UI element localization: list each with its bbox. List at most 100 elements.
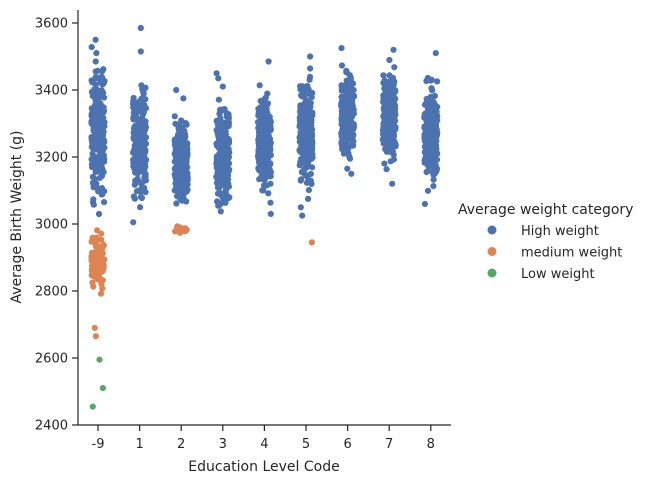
high-weight-point: [431, 170, 438, 177]
high-weight-point: [340, 105, 347, 112]
high-weight-outlier-point: [265, 58, 272, 65]
high-weight-point: [389, 122, 396, 129]
high-weight-point: [94, 75, 101, 82]
high-weight-point: [222, 132, 229, 139]
high-weight-point: [131, 99, 138, 106]
high-weight-point: [423, 151, 430, 158]
high-weight-point: [132, 177, 139, 184]
high-weight-point: [307, 170, 314, 177]
high-weight-point: [142, 105, 150, 112]
high-weight-point: [305, 187, 312, 194]
high-weight-point: [299, 132, 306, 140]
high-weight-point: [305, 155, 312, 162]
medium-weight-point: [176, 229, 184, 236]
high-weight-point: [430, 99, 437, 106]
high-weight-point: [176, 122, 183, 129]
high-weight-point: [434, 78, 441, 85]
high-weight-outlier-point: [219, 83, 226, 90]
high-weight-point: [260, 187, 267, 194]
high-weight-point: [131, 195, 138, 202]
high-weight-point: [260, 176, 267, 183]
high-weight-point: [258, 169, 266, 176]
medium-weight-point: [100, 241, 107, 248]
high-weight-point: [174, 169, 182, 177]
medium-weight-outlier-point: [308, 239, 315, 246]
high-weight-point: [302, 99, 309, 106]
high-weight-point: [350, 142, 357, 149]
high-weight-point: [99, 74, 106, 81]
high-weight-point: [89, 135, 96, 142]
legend-title: Average weight category: [458, 202, 633, 218]
high-weight-point: [343, 147, 350, 154]
high-weight-outlier-point: [173, 86, 180, 94]
high-weight-point: [384, 91, 391, 98]
high-weight-point: [88, 44, 95, 51]
high-weight-point: [99, 140, 106, 148]
high-weight-point: [98, 87, 105, 94]
high-weight-point: [99, 148, 106, 155]
high-weight-point: [138, 194, 145, 202]
high-weight-point: [432, 162, 439, 169]
x-tick-label: 4: [260, 437, 268, 452]
high-weight-point: [181, 127, 188, 134]
y-axis-ticks: 2400 2600 2800 3000 3200 3400 3600: [35, 17, 78, 434]
high-weight-point: [388, 136, 395, 143]
medium-weight-point: [98, 236, 105, 243]
legend-label: High weight: [521, 224, 599, 239]
high-weight-point: [131, 107, 138, 114]
x-axis-ticks: -9 1 2 3 4 5 6 7 8: [92, 425, 435, 452]
high-weight-point: [184, 164, 191, 171]
high-weight-point: [341, 82, 348, 89]
legend-marker: [487, 225, 497, 235]
y-tick-label: 3000: [35, 218, 68, 233]
high-weight-point: [223, 113, 230, 120]
y-tick-label: 2800: [35, 285, 68, 300]
high-weight-point: [380, 127, 387, 135]
high-weight-point: [305, 139, 312, 146]
high-weight-point: [338, 62, 346, 69]
high-weight-point: [215, 96, 222, 103]
high-weight-point: [386, 56, 393, 64]
high-weight-point: [90, 201, 97, 208]
medium-weight-point: [96, 257, 103, 264]
high-weight-point: [433, 150, 441, 157]
high-weight-point: [226, 194, 233, 201]
high-weight-point: [265, 190, 272, 197]
high-weight-point: [135, 103, 142, 110]
high-weight-point: [258, 153, 265, 160]
high-weight-point: [88, 143, 95, 150]
data-points: [88, 24, 441, 410]
high-weight-point: [301, 92, 308, 99]
high-weight-point: [346, 155, 354, 162]
high-weight-point: [343, 137, 350, 144]
high-weight-point: [430, 183, 437, 190]
high-weight-point: [171, 158, 178, 165]
high-weight-outlier-point: [267, 210, 274, 217]
high-weight-point: [258, 103, 265, 110]
high-weight-point: [343, 69, 350, 76]
high-weight-point: [391, 64, 398, 71]
high-weight-point: [342, 95, 349, 102]
high-weight-point: [421, 157, 428, 164]
high-weight-point: [391, 78, 398, 85]
high-weight-point: [304, 85, 311, 92]
high-weight-point: [339, 120, 346, 127]
high-weight-point: [267, 123, 274, 130]
medium-weight-point: [94, 250, 101, 258]
x-tick-label: 7: [385, 437, 393, 452]
high-weight-point: [214, 167, 222, 174]
high-weight-point: [93, 180, 100, 187]
high-weight-outlier-point: [93, 50, 100, 57]
high-weight-point: [258, 122, 265, 129]
high-weight-point: [308, 112, 315, 119]
high-weight-point: [430, 176, 437, 183]
high-weight-point: [137, 165, 144, 172]
high-weight-point: [90, 196, 97, 203]
high-weight-point: [133, 188, 140, 195]
high-weight-point: [95, 210, 103, 218]
high-weight-point: [93, 131, 100, 138]
high-weight-point: [256, 111, 263, 118]
high-weight-point: [93, 86, 100, 93]
high-weight-point: [264, 162, 271, 169]
